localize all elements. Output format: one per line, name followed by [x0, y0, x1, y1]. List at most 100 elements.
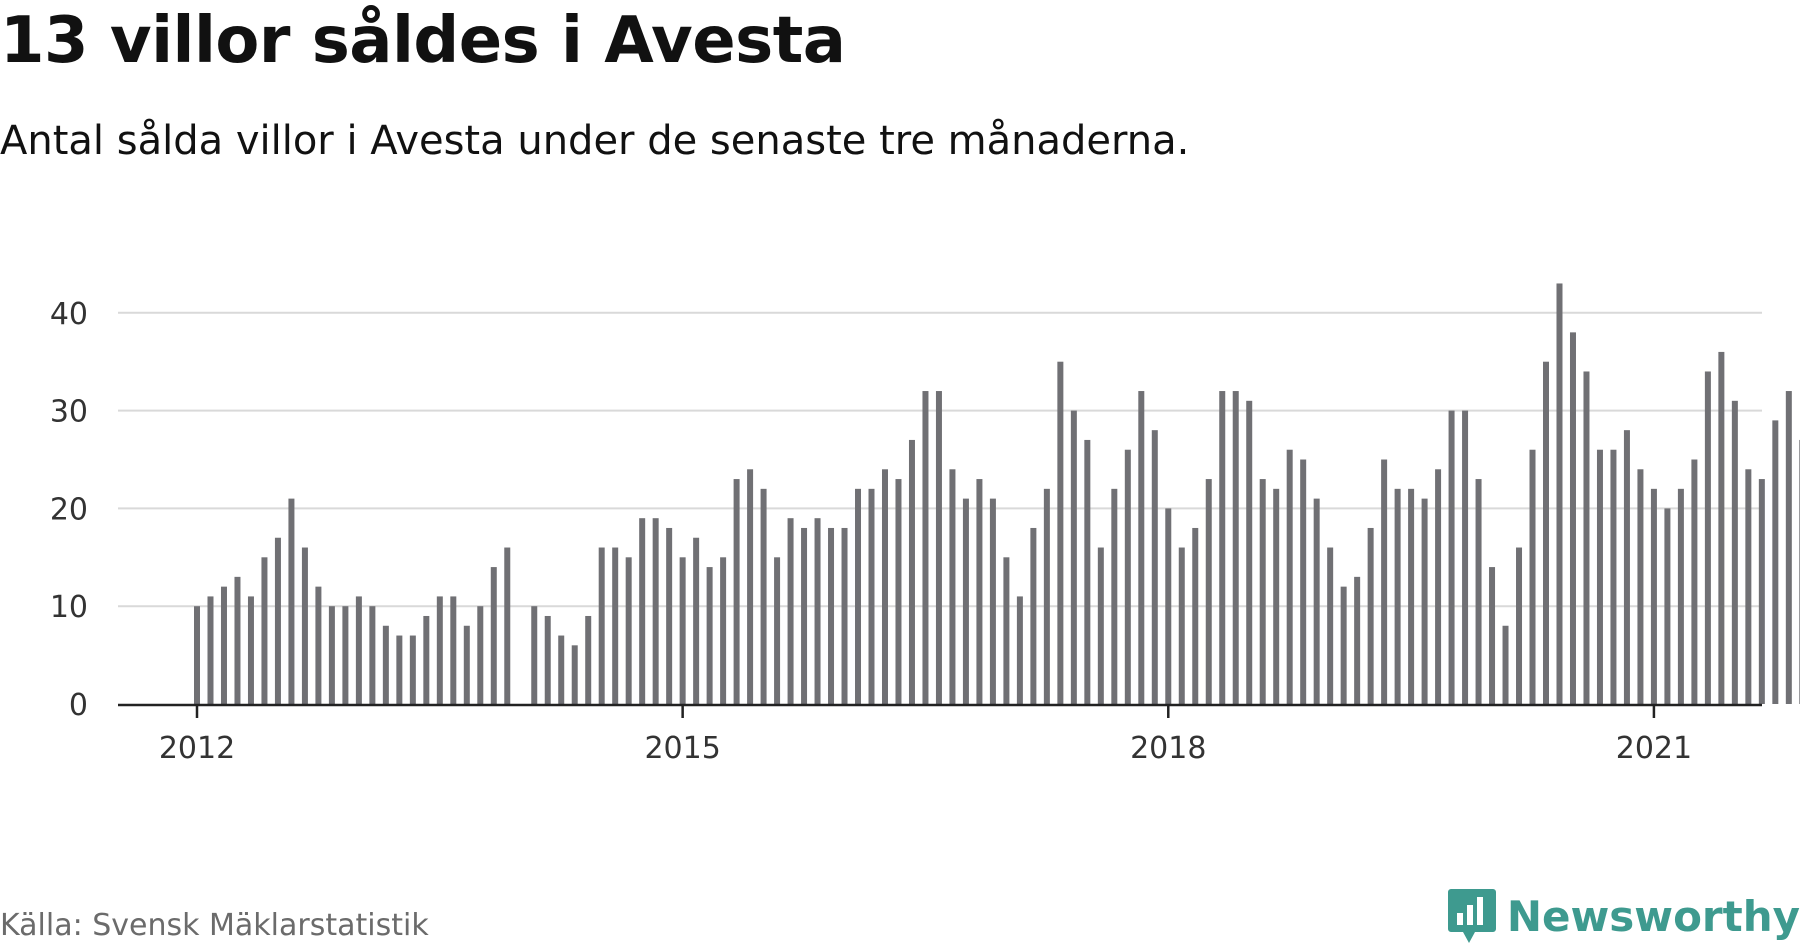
- bar: [868, 488, 875, 704]
- bar: [504, 547, 511, 704]
- bar: [760, 488, 767, 704]
- bar: [1637, 469, 1644, 704]
- bar: [342, 606, 349, 704]
- bar: [1273, 488, 1280, 704]
- bar: [1758, 479, 1765, 704]
- bar: [666, 527, 673, 704]
- bar: [908, 439, 915, 704]
- bar: [1084, 439, 1091, 704]
- y-tick-label: 10: [50, 590, 88, 625]
- bar: [881, 469, 888, 704]
- bar: [1543, 361, 1549, 704]
- bar: [194, 606, 200, 704]
- bar: [1489, 567, 1496, 704]
- bar: [301, 547, 308, 704]
- bar: [895, 479, 902, 704]
- newsworthy-logo: Newsworthy: [1447, 886, 1800, 946]
- bar: [1650, 488, 1657, 704]
- bar: [1610, 449, 1617, 704]
- bar: [949, 469, 956, 704]
- bar: [1192, 527, 1199, 704]
- y-tick-label: 0: [69, 688, 88, 723]
- bar: [1327, 547, 1334, 704]
- bar: [935, 391, 942, 704]
- bar: [639, 518, 646, 704]
- bar: [1057, 361, 1064, 704]
- bar: [706, 567, 713, 704]
- bar: [720, 557, 727, 704]
- bar: [1569, 332, 1576, 704]
- bar: [693, 537, 700, 704]
- bar: [612, 547, 619, 704]
- bar: [423, 615, 430, 704]
- bar: [1097, 547, 1104, 704]
- brand-name: Newsworthy: [1506, 891, 1800, 941]
- bar: [1138, 391, 1145, 704]
- bar: [396, 635, 403, 704]
- bar: [1030, 527, 1037, 704]
- bars: [194, 283, 1800, 704]
- bar: [1016, 596, 1023, 704]
- bar: [288, 498, 295, 704]
- bar: [1475, 479, 1482, 704]
- bar: [625, 557, 632, 704]
- x-tick-label: 2012: [159, 731, 235, 766]
- bar: [585, 615, 592, 704]
- bar: [976, 479, 983, 704]
- bar: [1259, 479, 1266, 704]
- bar: [1070, 410, 1077, 704]
- y-tick-label: 30: [50, 395, 88, 430]
- bar: [328, 606, 335, 704]
- bar: [1691, 459, 1698, 704]
- bar: [1381, 459, 1388, 704]
- bar: [1502, 625, 1509, 704]
- bar: [1718, 351, 1725, 704]
- bar: [841, 527, 848, 704]
- bar: [1448, 410, 1455, 704]
- bar: [1677, 488, 1684, 704]
- bar: [828, 527, 835, 704]
- bar: [234, 576, 241, 704]
- bar: [1313, 498, 1320, 704]
- bar: [315, 586, 322, 704]
- bar: [679, 557, 686, 704]
- bar: [477, 606, 484, 704]
- bar: [531, 606, 538, 704]
- bar: [409, 635, 416, 704]
- bar: [1664, 508, 1671, 704]
- newsworthy-logo-icon: [1447, 889, 1496, 943]
- bar: [1354, 576, 1361, 704]
- bar: [652, 518, 659, 704]
- bar: [558, 635, 565, 704]
- bar: [962, 498, 969, 704]
- bar: [1745, 469, 1752, 704]
- bar: [1043, 488, 1050, 704]
- bar: [1583, 371, 1590, 704]
- bar: [450, 596, 457, 704]
- y-tick-label: 40: [50, 297, 88, 332]
- bar: [787, 518, 794, 704]
- bar: [1246, 400, 1253, 704]
- bar: [1003, 557, 1010, 704]
- bar: [1435, 469, 1442, 704]
- bar: [1529, 449, 1536, 704]
- bar: [436, 596, 443, 704]
- chart-subtitle: Antal sålda villor i Avesta under de sen…: [0, 118, 1190, 164]
- x-tick-label: 2015: [644, 731, 720, 766]
- bar: [207, 596, 214, 704]
- bar: [1340, 586, 1347, 704]
- bar: [1219, 391, 1226, 704]
- bar: [1124, 449, 1131, 704]
- bar: [490, 567, 497, 704]
- bar: [1462, 410, 1469, 704]
- bar: [1596, 449, 1603, 704]
- bar: [1111, 488, 1118, 704]
- bar: [369, 606, 376, 704]
- bar: [814, 518, 821, 704]
- bar: [922, 391, 929, 704]
- y-tick-label: 20: [50, 492, 88, 527]
- bar: [1151, 430, 1158, 704]
- chart-title: 13 villor såldes i Avesta: [0, 4, 846, 78]
- bar: [1421, 498, 1428, 704]
